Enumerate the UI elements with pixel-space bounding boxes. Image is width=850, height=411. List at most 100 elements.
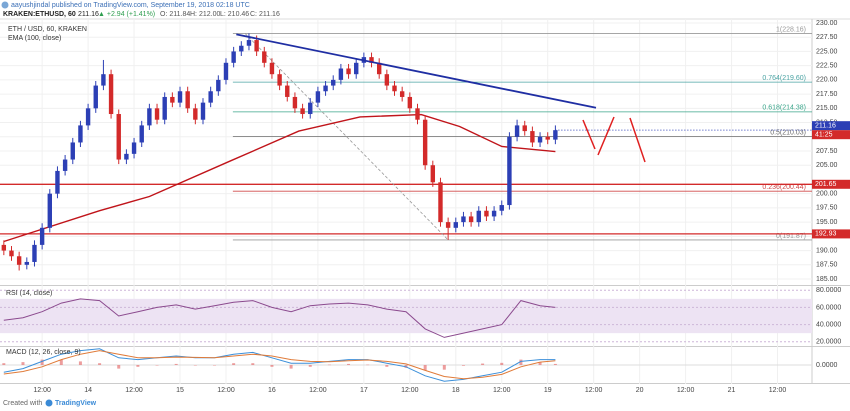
rsi-tick-label: 80.0000 [816, 287, 841, 294]
candle-body [208, 91, 213, 103]
x-tick-label: 18 [452, 387, 460, 394]
y-tick-label: 185.00 [816, 276, 838, 283]
macd-histogram [481, 363, 485, 365]
macd-histogram [117, 365, 121, 369]
candle-body [62, 159, 68, 171]
last: 211.16 [78, 11, 99, 18]
rsi-band [0, 298, 812, 334]
x-tick-label: 12:00 [33, 387, 51, 394]
candle-body [55, 170, 60, 194]
macd-histogram [251, 363, 255, 365]
candle-body [154, 108, 160, 120]
macd-histogram [385, 365, 389, 367]
candle-body [147, 108, 152, 126]
countdown-tag [812, 130, 850, 140]
y-tick-label: 225.00 [816, 48, 838, 55]
macd-histogram [98, 363, 102, 365]
candle-body [200, 102, 206, 120]
x-tick-label: 12:00 [585, 387, 603, 394]
candle-body [32, 244, 37, 262]
series-legend: ETH / USD, 60, KRAKEN [8, 26, 87, 33]
candle-body [93, 85, 98, 109]
fib-label: 1(228.16) [776, 26, 806, 33]
plot: 12:00 14 12:00 15 12:00 16 12:00 17 12:00 18 12:00… [0, 19, 850, 394]
macd-histogram [442, 365, 446, 370]
macd-histogram [308, 365, 312, 367]
macd-histogram [553, 363, 557, 365]
symbol: KRAKEN:ETHUSD, 60 [3, 11, 76, 18]
y-tick-label: 195.00 [816, 219, 838, 226]
macd-histogram [327, 364, 331, 366]
avatar [1, 1, 9, 9]
forecast-stroke [629, 117, 646, 163]
candle-body [170, 96, 175, 103]
candle-body [461, 216, 466, 223]
macd-histogram [289, 365, 293, 369]
candle-body [277, 74, 282, 86]
candle-body [16, 256, 22, 265]
candle-body [162, 96, 167, 120]
price-tag-label: 201.65 [815, 181, 837, 188]
x-tick-label: 12:00 [677, 387, 695, 394]
candle-body [124, 153, 129, 160]
macd-legend: MACD (12, 26, close, 9) [6, 349, 81, 356]
y-tick-label: 205.00 [816, 162, 838, 169]
candle-body [292, 96, 298, 109]
candle-body [376, 62, 382, 75]
signal-line [3, 350, 556, 380]
candle-body [323, 85, 328, 92]
candle-body [239, 45, 244, 52]
fib-label: 0.764(219.60) [762, 75, 806, 82]
macd-histogram [155, 365, 159, 366]
macd-histogram [270, 365, 274, 367]
x-tick-label: 17 [360, 387, 368, 394]
candle-body [231, 51, 236, 63]
macd-histogram [500, 362, 504, 365]
x-tick-label: 19 [544, 387, 552, 394]
candle-body [545, 136, 550, 140]
ohlc-high: H: 212.00 [190, 11, 220, 18]
y-tick-label: 197.50 [816, 205, 838, 212]
price-tag [812, 121, 850, 131]
fib-label: 0.618(214.38) [762, 105, 806, 112]
candle-body [346, 68, 351, 75]
macd-histogram [212, 365, 216, 366]
candle-body [415, 108, 420, 120]
candle-body [445, 222, 451, 228]
trendline [236, 33, 597, 109]
rsi-tick-label: 20.0000 [816, 339, 841, 346]
candle-body [193, 108, 198, 120]
macd-histogram [232, 363, 236, 365]
price-tag [812, 229, 850, 239]
candle-body [315, 91, 321, 103]
macd-histogram [59, 359, 63, 365]
candle-body [216, 79, 221, 92]
y-tick-label: 222.50 [816, 63, 838, 70]
candle-body [468, 216, 474, 223]
forecast-stroke [597, 116, 615, 156]
y-tick-label: 207.50 [816, 148, 838, 155]
candle-body [438, 182, 443, 223]
x-tick-label: 21 [728, 387, 736, 394]
x-tick-label: 12:00 [401, 387, 419, 394]
candle-body [300, 108, 305, 115]
macd-histogram [2, 363, 6, 365]
price-tag-label: 192.93 [815, 231, 837, 238]
candle-body [422, 119, 428, 166]
x-tick-label: 12:00 [309, 387, 327, 394]
x-tick-label: 20 [636, 387, 644, 394]
footer-created: Created with [3, 400, 42, 407]
candle-body [116, 114, 121, 160]
macd-histogram [174, 363, 178, 365]
candle-body [553, 130, 558, 140]
candle-body [476, 210, 481, 223]
macd-tick-label: 0.0000 [816, 362, 838, 369]
candle-body [514, 125, 520, 137]
x-tick-label: 14 [84, 387, 92, 394]
y-tick-label: 190.00 [816, 247, 838, 254]
forecast-stroke [582, 119, 596, 150]
y-tick-label: 227.50 [816, 34, 838, 41]
footer-brand: TradingView [55, 400, 97, 407]
